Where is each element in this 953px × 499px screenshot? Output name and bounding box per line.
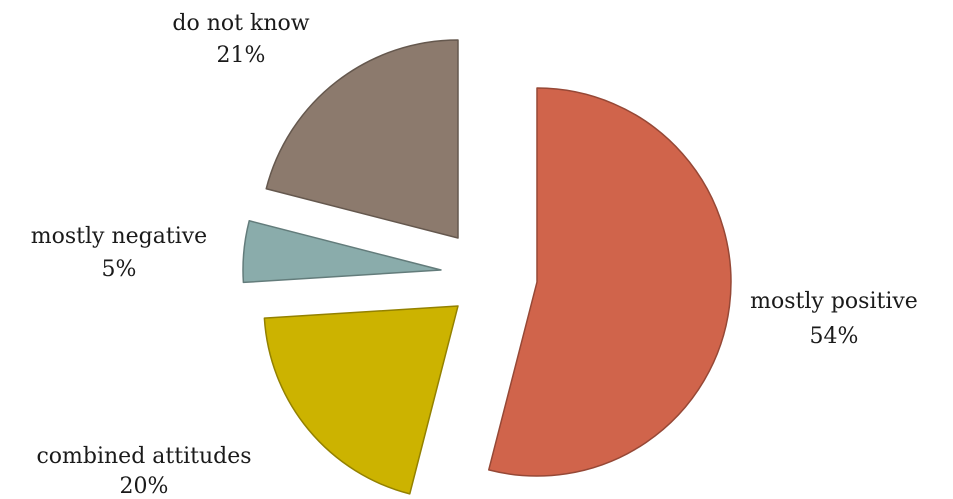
slice-label-combined-attitudes: combined attitudes xyxy=(36,444,251,469)
slice-label-mostly-negative: mostly negative xyxy=(31,224,207,249)
slice-percent-do-not-know: 21% xyxy=(217,43,266,68)
slice-label-do-not-know: do not know xyxy=(172,11,309,36)
pie-slices xyxy=(242,39,732,495)
pie-slice-combined-attitudes xyxy=(263,305,459,495)
pie-slice-do-not-know xyxy=(265,39,459,239)
slice-label-mostly-positive: mostly positive xyxy=(750,289,918,314)
slice-percent-combined-attitudes: 20% xyxy=(120,474,169,499)
pie-labels: mostly positive 54% combined attitudes 20% m… xyxy=(31,11,918,499)
slice-percent-mostly-positive: 54% xyxy=(810,324,859,349)
slice-percent-mostly-negative: 5% xyxy=(102,257,137,282)
pie-slice-mostly-positive xyxy=(488,87,732,477)
pie-slice-mostly-negative xyxy=(242,220,442,284)
